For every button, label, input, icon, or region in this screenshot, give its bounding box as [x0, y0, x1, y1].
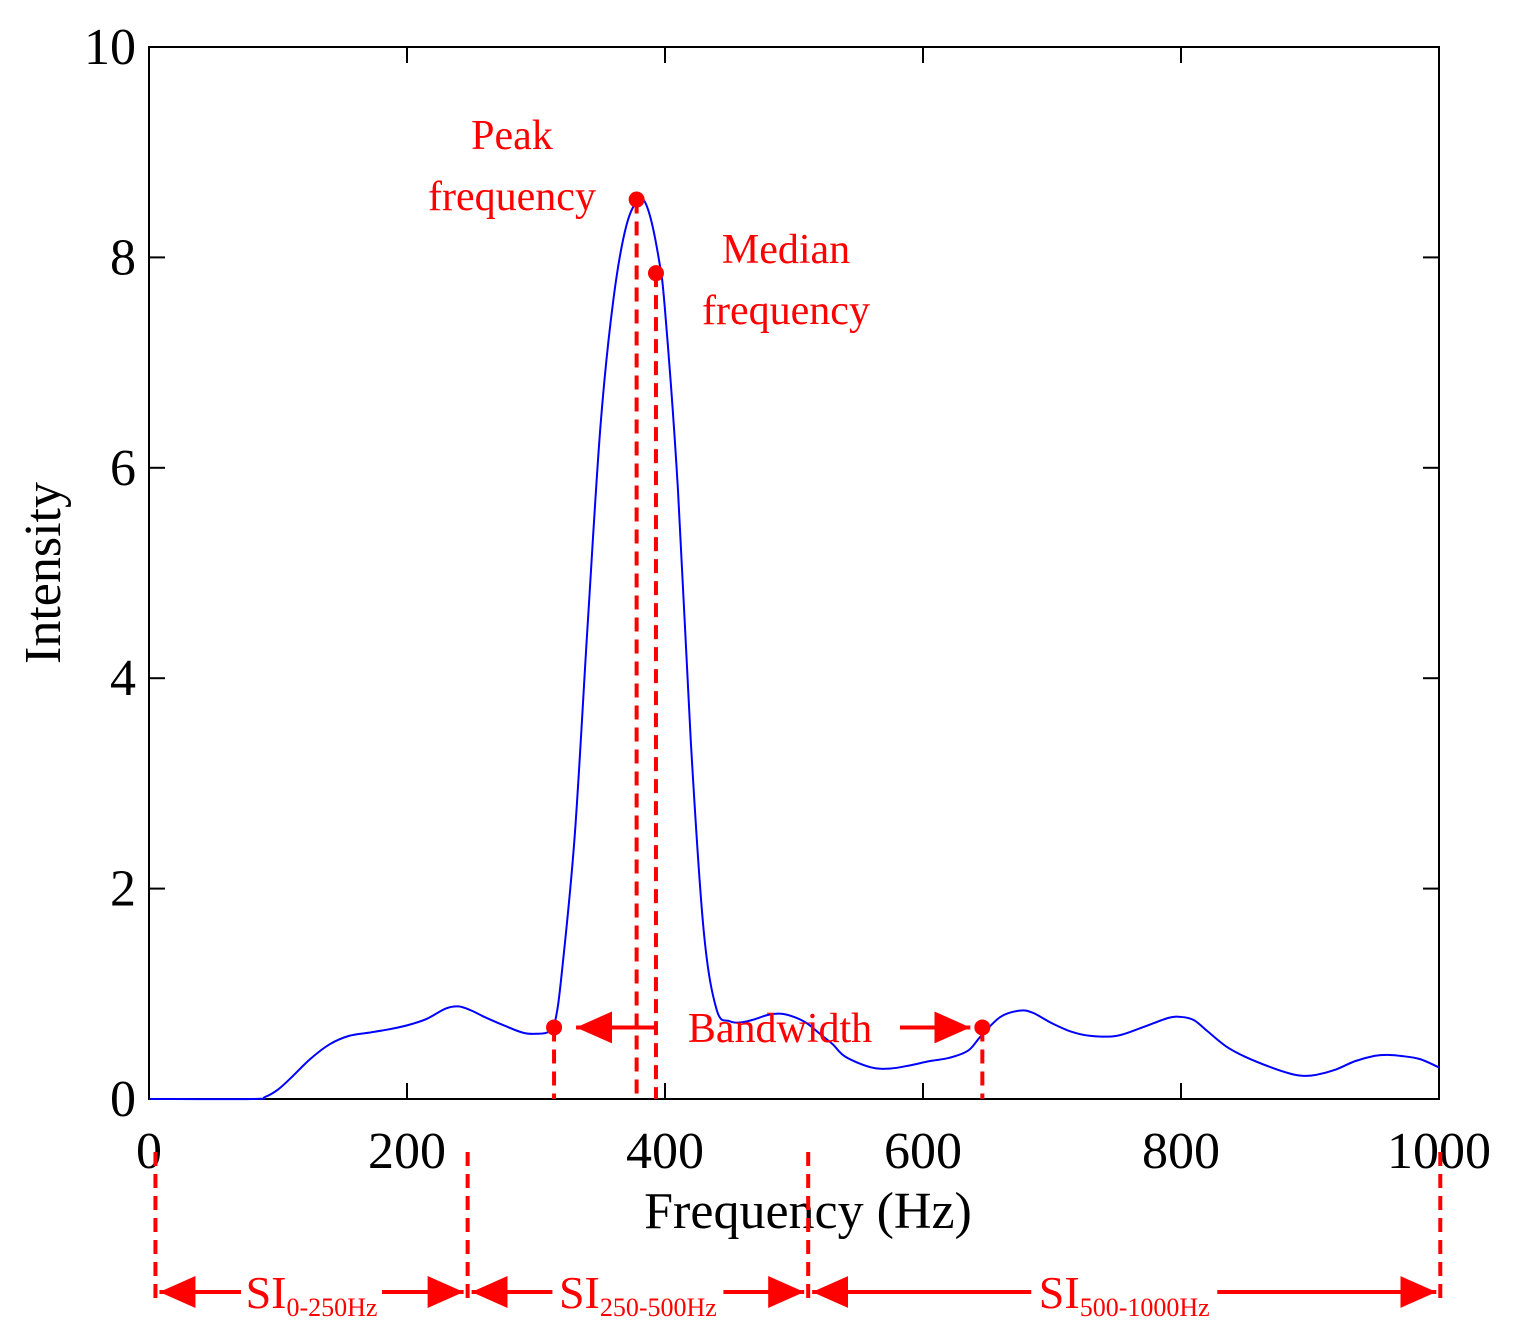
x-tick-label: 800	[1142, 1123, 1220, 1180]
y-tick-label: 6	[110, 440, 136, 497]
band-label: SI500-1000Hz	[1039, 1267, 1210, 1322]
y-axis-title: Intensity	[15, 482, 72, 664]
y-tick-label: 10	[84, 19, 136, 76]
x-tick-label: 0	[136, 1123, 162, 1180]
y-tick-label: 4	[110, 650, 136, 707]
y-tick-label: 0	[110, 1071, 136, 1128]
tick-labels: 0 200 400 600 800 1000 0 2 4 6 8 10	[84, 19, 1491, 1180]
x-tick-label: 400	[626, 1123, 704, 1180]
median-frequency-label: Median frequency	[702, 227, 870, 334]
peak-frequency-marker	[628, 191, 645, 208]
annotations	[546, 191, 991, 1099]
y-tick-label: 2	[110, 861, 136, 918]
x-tick-label: 1000	[1387, 1123, 1491, 1180]
bandwidth-low-marker	[546, 1019, 563, 1036]
svg-text:frequency: frequency	[428, 174, 596, 220]
svg-text:Median: Median	[722, 227, 850, 273]
band-annotations: SI0-250Hz SI250-500Hz SI500-1000Hz	[153, 1152, 1443, 1322]
axis-ticks	[148, 46, 1440, 1100]
plot-frame	[148, 46, 1440, 1100]
svg-text:Peak: Peak	[471, 113, 553, 159]
x-tick-label: 200	[368, 1123, 446, 1180]
median-frequency-marker	[647, 265, 664, 282]
x-tick-label: 600	[884, 1123, 962, 1180]
band-250-500hz: SI250-500Hz	[471, 1267, 805, 1322]
band-0-250hz: SI0-250Hz	[159, 1267, 464, 1322]
band-label: SI0-250Hz	[246, 1267, 378, 1322]
band-500-1000hz: SI500-1000Hz	[812, 1267, 1437, 1322]
svg-text:frequency: frequency	[702, 288, 870, 334]
peak-frequency-label: Peak frequency	[428, 113, 596, 220]
bandwidth-label: Bandwidth	[688, 1006, 872, 1052]
bandwidth-high-marker	[974, 1019, 991, 1036]
spectrum-line	[148, 197, 1440, 1101]
band-label: SI250-500Hz	[559, 1267, 717, 1322]
y-tick-label: 8	[110, 229, 136, 286]
